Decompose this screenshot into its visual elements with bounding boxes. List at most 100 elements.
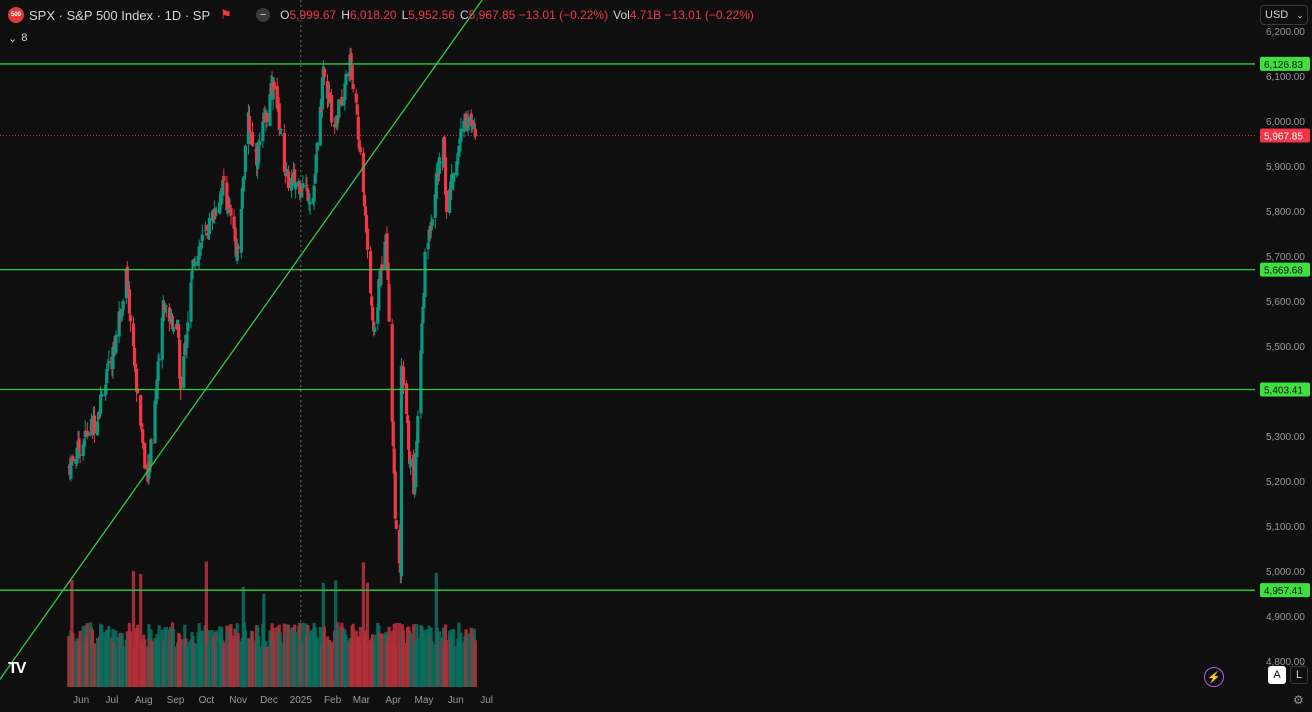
candle-body [96,412,101,419]
candle-body [336,117,340,120]
volume-bar [193,644,197,687]
volume-bar [78,630,82,687]
candle-body [426,243,430,250]
candle-body [313,173,317,184]
trendline [0,0,483,680]
time-tick-label: Feb [324,695,342,706]
indicator-count: 8 [21,32,28,44]
candle-body [206,236,211,239]
volume-bar [157,625,161,687]
candle-body [412,454,416,494]
candle-body [364,215,369,233]
candle-body [414,453,418,488]
level-badge-label: 5,403.41 [1264,385,1303,396]
symbol-title[interactable]: SPX · S&P 500 Index · 1D · SP [29,7,211,23]
chevron-down-icon: ⌄ [1296,9,1304,20]
volume-bar [107,626,111,687]
gear-icon[interactable]: ⚙ [1293,693,1304,707]
time-tick-label: Jun [73,695,89,706]
candle-body [416,415,420,444]
volume-bar [85,623,89,687]
candle-body [189,282,193,322]
candle-body [204,225,208,229]
time-tick-label: 2025 [290,695,313,706]
volume-bar [286,624,291,687]
candles [67,47,477,584]
candle-body [150,442,154,444]
log-scale-button[interactable]: L [1290,666,1308,684]
candle-body [386,262,390,280]
volume-bar [387,626,391,687]
candle-body [369,250,373,294]
volume-bar [322,626,327,687]
candle-body [387,284,391,322]
candle-body [285,168,290,173]
volume-bar [179,639,183,687]
candle-body [305,184,309,186]
candle-body [284,172,289,176]
candle-body [399,365,404,577]
candle-body [255,148,259,166]
volume-bar [351,623,355,687]
candle-body [473,128,477,137]
volume-bar [262,593,266,687]
candle-body [240,188,244,209]
currency-select[interactable]: USD ⌄ [1260,5,1308,25]
candle-body [469,113,473,127]
volume-bar [171,628,176,687]
candle-body [131,323,136,347]
candle-body [443,157,448,195]
candle-body [370,296,374,306]
candle-body [160,317,164,360]
spx-logo: 500 [8,7,24,23]
candle-body [88,432,92,436]
candle-body [141,428,145,443]
flag-icon[interactable]: ⚑ [220,7,232,22]
volume-bar [131,571,136,687]
candle-body [229,208,233,216]
candle-body [132,347,137,366]
candle-body [449,189,453,191]
volume-value: 4.71B −13.01 (−0.22%) [629,8,754,22]
volume-bar [394,623,398,687]
auto-scale-button[interactable]: A [1268,666,1286,684]
candle-body [420,323,424,355]
tradingview-logo-icon[interactable]: TV [8,660,27,677]
time-axis[interactable]: Jun Jul Aug Sep Oct Nov Dec 2025 Feb Mar Apr May Jun… [73,695,493,706]
candle-body [164,305,168,307]
candle-body [265,112,269,122]
collapse-icon[interactable]: − [256,8,271,22]
price-axis[interactable]: 6,200.00 6,100.00 6,000.00 5,900.00 5,800.00… [1255,0,1312,712]
volume-bar [329,641,334,687]
candle-body [365,228,370,250]
candle-body [78,454,82,456]
candle-body [121,301,125,310]
candle-body [315,142,319,151]
candle-body [256,162,260,170]
volume-bar [139,573,143,687]
time-tick-label: Jul [480,695,493,706]
candle-body [401,366,406,386]
price-tick-label: 5,700.00 [1266,252,1305,263]
candle-body [356,116,360,140]
candle-body [128,315,133,322]
indicators-toggle[interactable]: ⌄ 8 [4,30,31,46]
drawings[interactable] [0,0,1255,680]
candle-body [171,327,176,332]
level-badge [1260,56,1310,71]
candle-body [337,99,341,119]
candle-body [258,141,262,145]
volume-bar [258,646,262,687]
candle-body [423,251,427,298]
candle-body [163,308,167,313]
candle-body [314,154,318,174]
candle-body [170,316,175,330]
candle-body [455,161,459,176]
candle-body [457,145,461,157]
last-price-badge [1260,128,1310,143]
ohlc-open-label: O [280,8,290,22]
volume-bar [361,562,366,687]
candle-body [362,194,367,207]
lightning-icon[interactable]: ⚡ [1204,667,1224,687]
